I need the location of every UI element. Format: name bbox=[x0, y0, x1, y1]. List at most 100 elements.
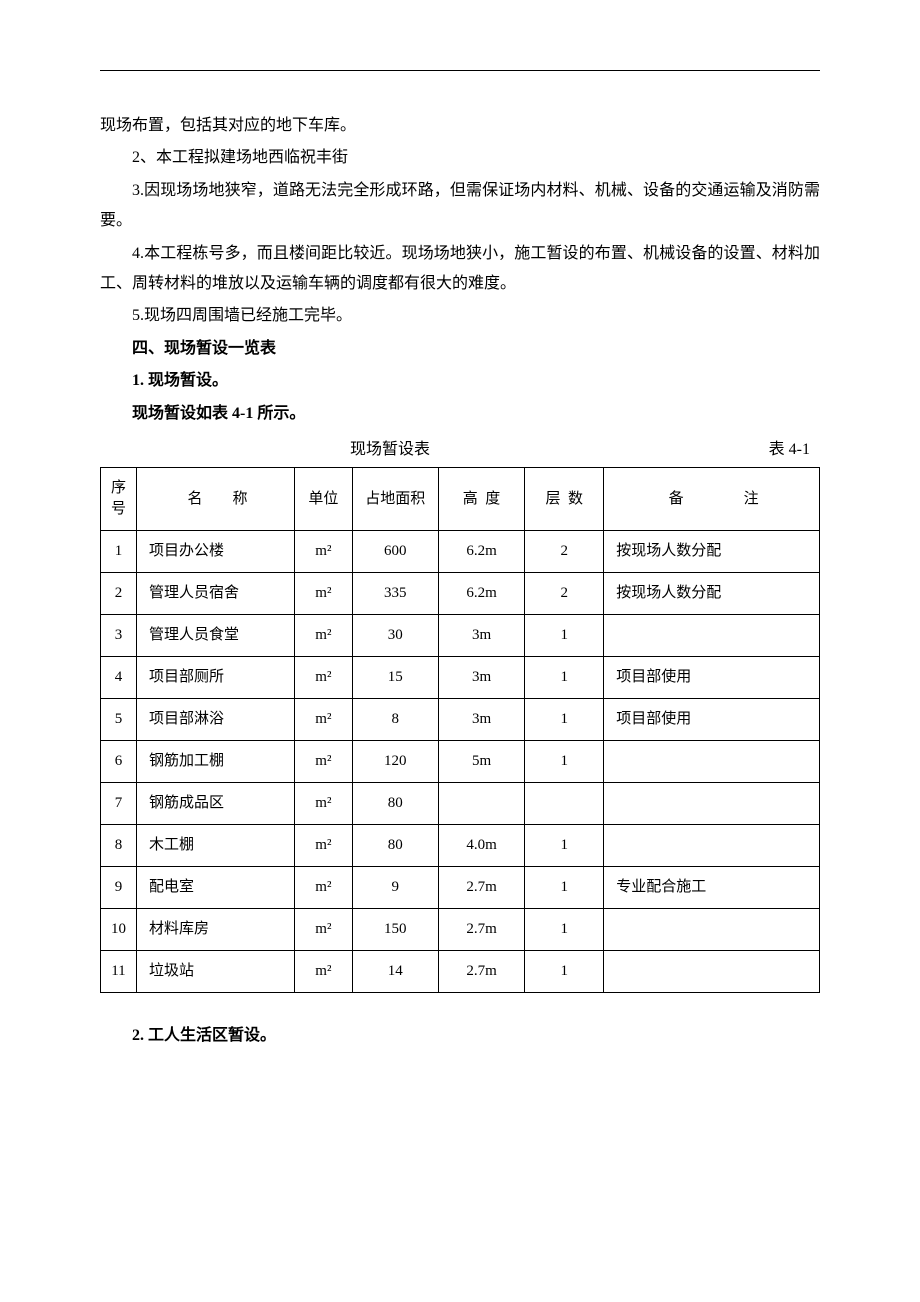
td-unit: m² bbox=[295, 867, 353, 909]
td-remark: 项目部使用 bbox=[604, 657, 820, 699]
td-height: 5m bbox=[438, 741, 524, 783]
td-name: 项目部淋浴 bbox=[136, 699, 294, 741]
td-floor: 2 bbox=[525, 573, 604, 615]
td-height: 3m bbox=[438, 657, 524, 699]
table-number: 表 4-1 bbox=[769, 435, 810, 465]
td-seq: 11 bbox=[101, 951, 137, 993]
td-area: 600 bbox=[352, 531, 438, 573]
td-name: 管理人员宿舍 bbox=[136, 573, 294, 615]
td-seq: 2 bbox=[101, 573, 137, 615]
td-unit: m² bbox=[295, 951, 353, 993]
td-area: 80 bbox=[352, 783, 438, 825]
td-height: 2.7m bbox=[438, 951, 524, 993]
td-unit: m² bbox=[295, 657, 353, 699]
after-table-section: 2. 工人生活区暂设。 bbox=[100, 1021, 820, 1051]
th-seq: 序号 bbox=[101, 468, 137, 531]
table-row: 10 材料库房 m² 150 2.7m 1 bbox=[101, 909, 820, 951]
th-remark: 备 注 bbox=[604, 468, 820, 531]
subheading-2: 2. 工人生活区暂设。 bbox=[100, 1021, 820, 1051]
paragraph-4: 4.本工程栋号多，而且楼间距比较近。现场场地狭小，施工暂设的布置、机械设备的设置… bbox=[100, 239, 820, 300]
td-remark bbox=[604, 783, 820, 825]
td-area: 15 bbox=[352, 657, 438, 699]
table-body: 1 项目办公楼 m² 600 6.2m 2 按现场人数分配 2 管理人员宿舍 m… bbox=[101, 531, 820, 993]
td-name: 材料库房 bbox=[136, 909, 294, 951]
body-text: 现场布置，包括其对应的地下车库。 2、本工程拟建场地西临祝丰街 3.因现场场地狭… bbox=[100, 111, 820, 429]
td-name: 项目办公楼 bbox=[136, 531, 294, 573]
td-remark bbox=[604, 909, 820, 951]
td-area: 14 bbox=[352, 951, 438, 993]
td-seq: 4 bbox=[101, 657, 137, 699]
td-height: 3m bbox=[438, 699, 524, 741]
td-seq: 8 bbox=[101, 825, 137, 867]
td-floor: 1 bbox=[525, 615, 604, 657]
table-row: 8 木工棚 m² 80 4.0m 1 bbox=[101, 825, 820, 867]
td-remark bbox=[604, 741, 820, 783]
td-floor: 1 bbox=[525, 909, 604, 951]
td-remark bbox=[604, 951, 820, 993]
td-height bbox=[438, 783, 524, 825]
td-height: 2.7m bbox=[438, 867, 524, 909]
td-seq: 5 bbox=[101, 699, 137, 741]
td-name: 项目部厕所 bbox=[136, 657, 294, 699]
td-area: 335 bbox=[352, 573, 438, 615]
td-height: 6.2m bbox=[438, 531, 524, 573]
th-name: 名 称 bbox=[136, 468, 294, 531]
td-area: 80 bbox=[352, 825, 438, 867]
heading-section-4: 四、现场暂设一览表 bbox=[100, 334, 820, 364]
td-height: 3m bbox=[438, 615, 524, 657]
td-height: 6.2m bbox=[438, 573, 524, 615]
table-title: 现场暂设表 bbox=[350, 435, 430, 465]
td-floor: 1 bbox=[525, 867, 604, 909]
td-name: 管理人员食堂 bbox=[136, 615, 294, 657]
td-floor: 1 bbox=[525, 741, 604, 783]
td-seq: 9 bbox=[101, 867, 137, 909]
td-name: 钢筋加工棚 bbox=[136, 741, 294, 783]
td-floor: 1 bbox=[525, 699, 604, 741]
td-unit: m² bbox=[295, 825, 353, 867]
td-unit: m² bbox=[295, 741, 353, 783]
td-floor bbox=[525, 783, 604, 825]
table-title-row: 现场暂设表 表 4-1 bbox=[100, 435, 820, 465]
td-unit: m² bbox=[295, 699, 353, 741]
td-name: 木工棚 bbox=[136, 825, 294, 867]
paragraph-2: 2、本工程拟建场地西临祝丰街 bbox=[100, 143, 820, 173]
paragraph-5: 5.现场四周围墙已经施工完毕。 bbox=[100, 301, 820, 331]
table-row: 3 管理人员食堂 m² 30 3m 1 bbox=[101, 615, 820, 657]
td-unit: m² bbox=[295, 615, 353, 657]
td-remark: 项目部使用 bbox=[604, 699, 820, 741]
td-remark: 专业配合施工 bbox=[604, 867, 820, 909]
td-name: 配电室 bbox=[136, 867, 294, 909]
th-area: 占地面积 bbox=[352, 468, 438, 531]
td-seq: 1 bbox=[101, 531, 137, 573]
table-row: 9 配电室 m² 9 2.7m 1 专业配合施工 bbox=[101, 867, 820, 909]
table-header-row: 序号 名 称 单位 占地面积 高 度 层 数 备 注 bbox=[101, 468, 820, 531]
th-floor: 层 数 bbox=[525, 468, 604, 531]
td-area: 9 bbox=[352, 867, 438, 909]
table-row: 6 钢筋加工棚 m² 120 5m 1 bbox=[101, 741, 820, 783]
td-height: 2.7m bbox=[438, 909, 524, 951]
td-floor: 1 bbox=[525, 825, 604, 867]
td-area: 8 bbox=[352, 699, 438, 741]
th-unit: 单位 bbox=[295, 468, 353, 531]
table-row: 5 项目部淋浴 m² 8 3m 1 项目部使用 bbox=[101, 699, 820, 741]
table-intro: 现场暂设如表 4-1 所示。 bbox=[100, 399, 820, 429]
td-area: 120 bbox=[352, 741, 438, 783]
td-floor: 1 bbox=[525, 951, 604, 993]
td-remark bbox=[604, 825, 820, 867]
subheading-1: 1. 现场暂设。 bbox=[100, 366, 820, 396]
td-floor: 2 bbox=[525, 531, 604, 573]
td-seq: 10 bbox=[101, 909, 137, 951]
td-seq: 3 bbox=[101, 615, 137, 657]
td-remark: 按现场人数分配 bbox=[604, 573, 820, 615]
td-area: 150 bbox=[352, 909, 438, 951]
td-remark: 按现场人数分配 bbox=[604, 531, 820, 573]
paragraph-1: 现场布置，包括其对应的地下车库。 bbox=[100, 111, 820, 141]
top-horizontal-rule bbox=[100, 70, 820, 71]
td-unit: m² bbox=[295, 909, 353, 951]
td-name: 钢筋成品区 bbox=[136, 783, 294, 825]
site-temporary-table: 序号 名 称 单位 占地面积 高 度 层 数 备 注 1 项目办公楼 m² 60… bbox=[100, 467, 820, 993]
th-height: 高 度 bbox=[438, 468, 524, 531]
td-unit: m² bbox=[295, 573, 353, 615]
td-seq: 7 bbox=[101, 783, 137, 825]
td-seq: 6 bbox=[101, 741, 137, 783]
